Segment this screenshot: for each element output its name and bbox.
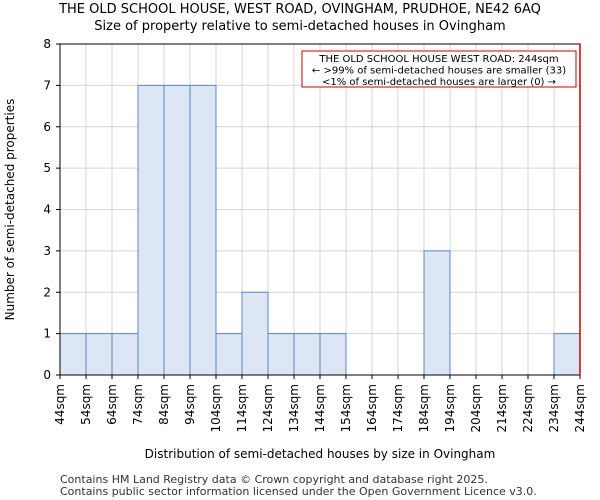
footer-line-2: Contains public sector information licen… bbox=[60, 485, 537, 498]
y-tick-label-3: 3 bbox=[43, 244, 51, 258]
annotation-line-3: <1% of semi-detached houses are larger (… bbox=[322, 77, 556, 88]
y-tick-label-2: 2 bbox=[43, 285, 51, 299]
bar-44sqm bbox=[59, 333, 87, 376]
bar-144sqm bbox=[319, 333, 347, 376]
x-tick-label-164sqm: 164sqm bbox=[365, 384, 379, 432]
x-tick-label-104sqm: 104sqm bbox=[209, 384, 223, 432]
bar-74sqm bbox=[137, 84, 165, 376]
y-tick-label-0: 0 bbox=[43, 368, 51, 382]
x-tick-label-194sqm: 194sqm bbox=[443, 384, 457, 432]
x-tick-label-224sqm: 224sqm bbox=[521, 384, 535, 432]
y-axis-label: Number of semi-detached properties bbox=[3, 99, 17, 321]
x-tick-label-234sqm: 234sqm bbox=[547, 384, 561, 432]
y-tick-label-8: 8 bbox=[43, 37, 51, 51]
x-tick-label-114sqm: 114sqm bbox=[235, 384, 249, 432]
x-tick-label-144sqm: 144sqm bbox=[313, 384, 327, 432]
x-tick-label-134sqm: 134sqm bbox=[287, 384, 301, 432]
x-tick-label-124sqm: 124sqm bbox=[261, 384, 275, 432]
bar-104sqm bbox=[215, 333, 243, 376]
bar-114sqm bbox=[241, 291, 269, 376]
bar-134sqm bbox=[293, 333, 321, 376]
annotation-line-2: ← >99% of semi-detached houses are small… bbox=[312, 66, 566, 77]
annotation-box bbox=[301, 50, 577, 88]
bar-94sqm bbox=[189, 84, 217, 376]
bar-54sqm bbox=[85, 333, 113, 376]
x-tick-label-154sqm: 154sqm bbox=[339, 384, 353, 432]
x-tick-label-174sqm: 174sqm bbox=[391, 384, 405, 432]
x-tick-label-214sqm: 214sqm bbox=[495, 384, 509, 432]
x-tick-label-204sqm: 204sqm bbox=[469, 384, 483, 432]
x-tick-label-184sqm: 184sqm bbox=[417, 384, 431, 432]
x-tick-label-244sqm: 244sqm bbox=[573, 384, 587, 432]
y-tick-label-1: 1 bbox=[43, 327, 51, 341]
y-tick-label-4: 4 bbox=[43, 203, 51, 217]
x-tick-label-74sqm: 74sqm bbox=[131, 384, 145, 425]
x-tick-label-64sqm: 64sqm bbox=[105, 384, 119, 425]
bar-184sqm bbox=[423, 250, 451, 376]
bar-64sqm bbox=[111, 333, 139, 376]
x-axis-label: Distribution of semi-detached houses by … bbox=[145, 447, 496, 461]
bar-234sqm bbox=[553, 333, 581, 376]
y-tick-label-5: 5 bbox=[43, 161, 51, 175]
chart-subtitle: Size of property relative to semi-detach… bbox=[94, 19, 506, 34]
y-tick-label-7: 7 bbox=[43, 78, 51, 92]
x-tick-label-94sqm: 94sqm bbox=[183, 384, 197, 425]
x-tick-label-44sqm: 44sqm bbox=[53, 384, 67, 425]
y-tick-label-6: 6 bbox=[43, 120, 51, 134]
chart-title: THE OLD SCHOOL HOUSE, WEST ROAD, OVINGHA… bbox=[59, 2, 541, 17]
annotation-line-1: THE OLD SCHOOL HOUSE WEST ROAD: 244sqm bbox=[318, 54, 558, 65]
bar-84sqm bbox=[163, 84, 191, 376]
x-tick-label-54sqm: 54sqm bbox=[79, 384, 93, 425]
footer-line-1: Contains HM Land Registry data © Crown c… bbox=[60, 473, 488, 486]
x-tick-label-84sqm: 84sqm bbox=[157, 384, 171, 425]
bar-124sqm bbox=[267, 333, 295, 376]
